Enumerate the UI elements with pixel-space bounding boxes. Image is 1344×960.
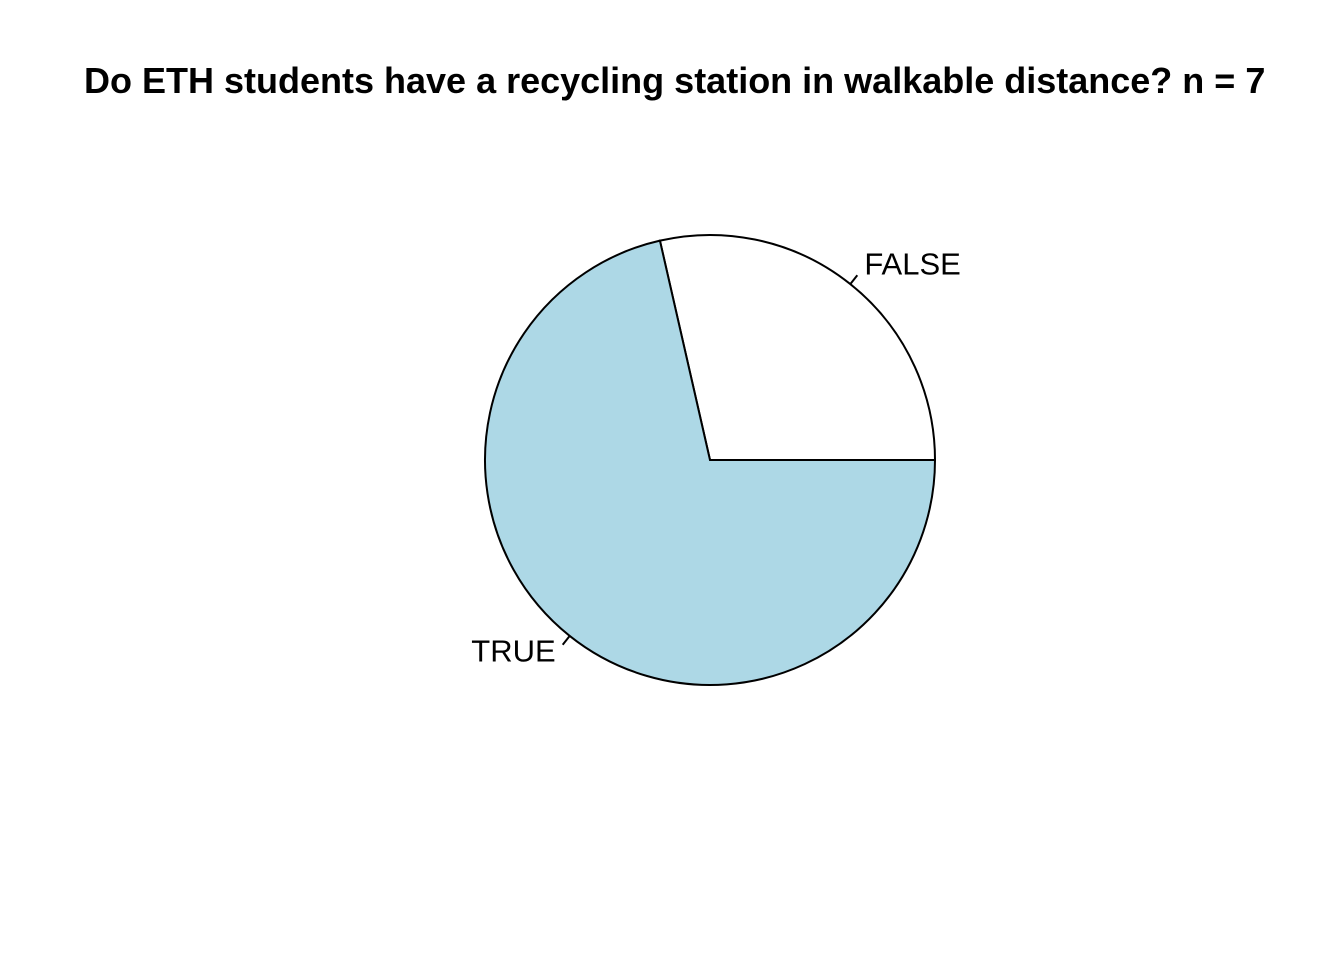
pie-leaders — [561, 274, 859, 646]
slice-label-false: FALSE — [864, 247, 961, 282]
slice-label-true: TRUE — [471, 634, 555, 669]
pie-slices — [484, 234, 937, 686]
pie-slice-true — [484, 239, 937, 686]
chart-title: Do ETH students have a recycling station… — [84, 60, 1265, 101]
pie-labels: FALSE TRUE — [471, 247, 961, 669]
leader-line-true — [561, 635, 571, 646]
pie-slice-false — [658, 234, 937, 461]
leader-line-false — [849, 274, 859, 285]
